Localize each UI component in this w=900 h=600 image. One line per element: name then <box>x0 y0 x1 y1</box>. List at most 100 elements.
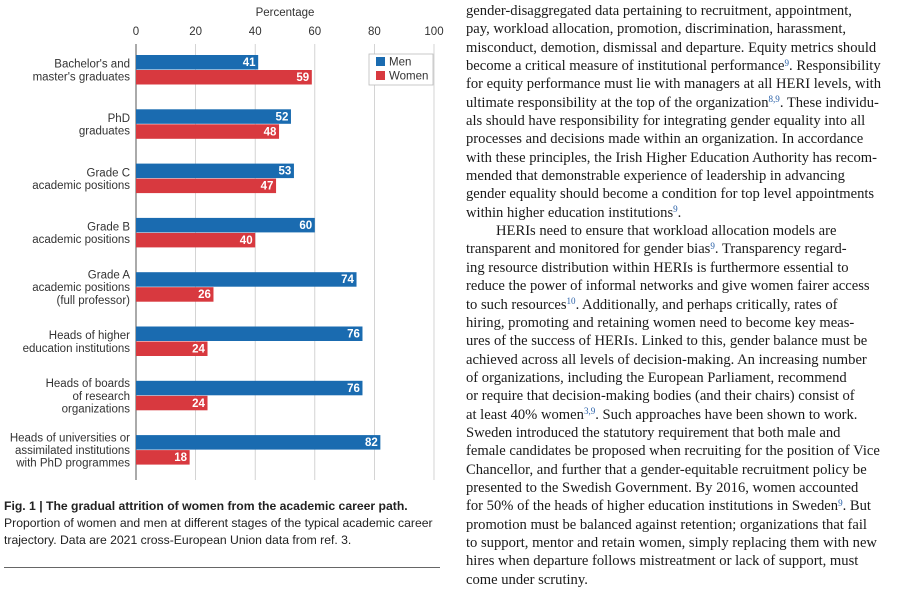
article-line: come under scrutiny. <box>466 571 900 589</box>
category-label: Grade C <box>87 167 130 179</box>
bar-chart: Percentage 0 20 40 60 80 100 41 59 Bachelor's and… <box>10 7 444 480</box>
figure-caption: Fig. 1 | The gradual attrition of women … <box>4 498 440 549</box>
legend-swatch-men <box>376 57 385 66</box>
text-run: ultimate responsibility at the top of th… <box>466 94 769 111</box>
text-run: ing resource distribution within HERIs i… <box>466 259 849 276</box>
article-line: to support, mentor and retain women, sim… <box>466 534 900 552</box>
women-value-label: 40 <box>240 235 253 247</box>
men-bar <box>136 435 381 450</box>
legend-label-women: Women <box>389 71 428 83</box>
women-bar <box>136 232 256 248</box>
text-run: gender equality should become a conditio… <box>466 186 875 203</box>
citation-ref: 9 <box>710 240 715 251</box>
legend-swatch-women <box>376 71 385 80</box>
category-label: master's graduates <box>33 71 131 83</box>
text-run: presented to the Swedish Government. By … <box>466 479 859 496</box>
category-label: Heads of boards <box>46 378 131 390</box>
x-tick-label: 60 <box>308 26 321 38</box>
text-run: Chancellor, and further that a gender-eq… <box>466 461 867 478</box>
category-label: academic positions <box>32 180 130 192</box>
article-line: misconduct, demotion, dismissal and depa… <box>466 39 900 57</box>
text-run: misconduct, demotion, dismissal and depa… <box>466 39 877 56</box>
men-value-label: 76 <box>347 383 360 395</box>
category-label: of research <box>72 391 130 403</box>
men-value-label: 60 <box>299 220 312 232</box>
figure: Percentage 0 20 40 60 80 100 41 59 Bachelor's and… <box>4 7 444 568</box>
men-value-label: 52 <box>276 111 289 123</box>
category-label: (full professor) <box>57 295 131 307</box>
article-line: gender equality should become a conditio… <box>466 185 900 203</box>
caption-body: Proportion of women and men at different… <box>4 516 433 547</box>
article-line: pay, workload allocation, promotion, dis… <box>466 20 900 38</box>
article-line: presented to the Swedish Government. By … <box>466 479 900 497</box>
women-value-label: 24 <box>192 344 205 356</box>
text-run: . Transparency regard- <box>714 241 847 258</box>
text-run: . But <box>842 498 871 515</box>
text-run: . These individu- <box>779 94 879 111</box>
men-bar <box>136 163 294 179</box>
caption-divider <box>4 567 440 568</box>
x-tick-label: 100 <box>424 26 443 38</box>
legend-label-men: Men <box>389 57 411 69</box>
citation-ref: 8,9 <box>768 94 780 105</box>
text-run: HERIs need to ensure that workload alloc… <box>496 223 837 240</box>
category-label: Grade B <box>87 222 130 234</box>
article-text: gender-disaggregated data pertaining to … <box>466 2 900 589</box>
men-value-label: 82 <box>365 437 378 449</box>
text-run: . Responsibility <box>789 58 881 75</box>
men-value-label: 76 <box>347 329 360 341</box>
text-run: als should have responsibility for integ… <box>466 113 866 130</box>
text-run: achieved across all levels of decision-m… <box>466 351 867 368</box>
text-run: to such resources <box>466 296 567 313</box>
article-line: become a critical measure of institution… <box>466 57 900 75</box>
citation-ref: 9 <box>673 204 678 215</box>
men-value-label: 41 <box>243 57 256 69</box>
article-line: ures of the success of HERIs. Linked to … <box>466 332 900 350</box>
category-label: Heads of universities or <box>10 433 130 445</box>
article-line: female candidates be proposed when recru… <box>466 442 900 460</box>
category-label: education institutions <box>23 343 131 355</box>
text-run: become a critical measure of institution… <box>466 58 785 75</box>
women-value-label: 48 <box>264 126 277 138</box>
article-line: transparent and monitored for gender bia… <box>466 240 900 258</box>
women-bar <box>136 341 208 356</box>
category-label: Bachelor's and <box>54 59 130 71</box>
article-line: promotion must be balanced against reten… <box>466 516 900 534</box>
men-value-label: 53 <box>279 166 292 178</box>
citation-ref: 10 <box>566 295 576 306</box>
text-run: of organizations, including the European… <box>466 369 847 386</box>
men-bar <box>136 380 363 396</box>
article-line: or require that decision-making bodies (… <box>466 387 900 405</box>
category-label: organizations <box>62 403 131 415</box>
article-line: Chancellor, and further that a gender-eq… <box>466 461 900 479</box>
article-line: for 50% of the heads of higher education… <box>466 497 900 515</box>
article-line: hiring, promoting and retaining women ne… <box>466 314 900 332</box>
text-run: pay, workload allocation, promotion, dis… <box>466 21 847 38</box>
text-run: reduce the power of informal networks an… <box>466 278 870 295</box>
caption-title: Fig. 1 | The gradual attrition of women … <box>4 499 408 513</box>
x-tick-label: 20 <box>189 26 202 38</box>
category-label: Heads of higher <box>49 330 130 342</box>
category-label: PhD <box>108 113 130 125</box>
article-line: within higher education institutions9. <box>466 204 900 222</box>
text-run: mended that demonstrable experience of l… <box>466 168 845 185</box>
women-bar <box>136 395 208 411</box>
women-value-label: 24 <box>192 398 205 410</box>
text-run: ures of the success of HERIs. Linked to … <box>466 333 868 350</box>
text-run: hires when departure follows mistreatmen… <box>466 553 859 570</box>
article-line: mended that demonstrable experience of l… <box>466 167 900 185</box>
women-value-label: 26 <box>198 289 211 301</box>
men-value-label: 74 <box>341 274 354 286</box>
article-line: ing resource distribution within HERIs i… <box>466 259 900 277</box>
article-line: als should have responsibility for integ… <box>466 112 900 130</box>
women-bar <box>136 450 190 465</box>
text-run: . <box>677 204 682 221</box>
text-run: transparent and monitored for gender bia… <box>466 241 711 258</box>
men-bar <box>136 109 291 124</box>
x-axis-title: Percentage <box>256 7 315 19</box>
women-value-label: 59 <box>296 72 309 84</box>
category-label: academic positions <box>32 282 130 294</box>
article-line: HERIs need to ensure that workload alloc… <box>466 222 900 240</box>
x-tick-label: 40 <box>249 26 262 38</box>
category-label: Grade A <box>88 270 131 282</box>
